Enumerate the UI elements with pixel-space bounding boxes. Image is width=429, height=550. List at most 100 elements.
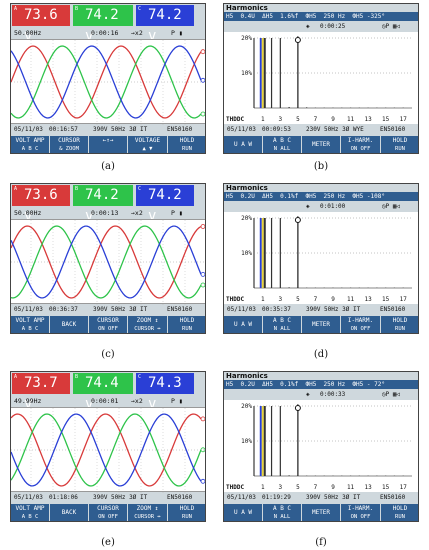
harmonic-bar-order-1 [263, 218, 266, 288]
harmonic-order-label: 7 [314, 116, 318, 123]
phase-c-waveform [11, 45, 202, 119]
hold-run-key[interactable]: HOLD RUN [381, 136, 418, 153]
scope-panel-c: A 73.6 v B 74.2 v C 74.2 v 50.00Hz 0:00:13 … [10, 183, 206, 334]
phase-a-waveform [11, 225, 202, 299]
hold-run-key[interactable]: HOLD RUN [168, 316, 205, 333]
harmonic-bar-order-1 [261, 38, 264, 108]
voltage-key[interactable]: VOLTAGE ▲ ▼ [128, 136, 168, 153]
i-harm-key[interactable]: I-HARM. ON OFF [341, 316, 381, 333]
harmonics-title: Harmonics [226, 4, 268, 12]
cursor-toggle-key[interactable]: CURSOR ON OFF [89, 316, 128, 333]
date-label: 05/11/03 [14, 306, 43, 313]
uaw-key[interactable]: U A W [224, 136, 263, 153]
zoom-label: →x2 [131, 397, 143, 405]
harmonic-order-label: 17 [400, 296, 408, 303]
volt-amp-key[interactable]: VOLT AMP A B C [11, 136, 50, 153]
zoom-cursor-key[interactable]: ZOOM ↕ CURSOR ↔ [128, 316, 168, 333]
harmonic-bar-order-2 [270, 218, 273, 288]
phase-end-marker [200, 49, 205, 55]
phase-end-marker [200, 77, 205, 83]
caption-f: (f) [315, 537, 327, 548]
y-tick-label: 20% [241, 215, 252, 222]
timer-label: 0:01:00 [320, 203, 346, 210]
reading-phase-b: B 74.4 v [73, 373, 133, 412]
harmonic-bar-order-1 [259, 38, 262, 108]
arrows-key[interactable]: ←↑→ [89, 136, 128, 153]
hold-run-key[interactable]: HOLD RUN [168, 136, 205, 153]
hold-run-key[interactable]: HOLD RUN [381, 316, 418, 333]
date-label: 05/11/03 [14, 126, 43, 133]
harmonic-bar-order-6 [306, 107, 308, 108]
meter-key[interactable]: METER [302, 316, 341, 333]
status-flags: ◷P ▦◁ [382, 391, 401, 398]
back-key[interactable]: BACK [50, 316, 89, 333]
volt-amp-key[interactable]: VOLT AMP A B C [11, 316, 50, 333]
harmonic-order-label: 15 [382, 296, 390, 303]
thddc-label: THDDC [226, 116, 244, 123]
thddc-label: THDDC [226, 484, 244, 491]
date-label: 05/11/03 [227, 126, 256, 133]
meter-key[interactable]: METER [302, 504, 341, 521]
harmonic-order-label: 3 [279, 116, 283, 123]
uaw-key[interactable]: U A W [224, 316, 263, 333]
line-spec-label: 390V 50Hz 3Ø IT [306, 494, 361, 501]
harmonic-order-label: 13 [364, 116, 372, 123]
harmonics-panel-f: Harmonics H5 0.2U ΔH5 0.1%f ФH5 250 Hz Ф… [223, 371, 419, 522]
reading-phase-b: B 74.2 v [73, 185, 133, 224]
harmonics-panel-d: Harmonics H5 0.2U ΔH5 0.1%f ФH5 250 Hz Ф… [223, 183, 419, 334]
harmonic-order-label: 15 [382, 116, 390, 123]
time-label: 01:18:06 [49, 494, 78, 501]
volt-amp-key[interactable]: VOLT AMP A B C [11, 504, 50, 521]
i-harm-key[interactable]: I-HARM. ON OFF [341, 136, 381, 153]
phase-b-waveform [11, 413, 202, 487]
hold-run-key[interactable]: HOLD RUN [381, 504, 418, 521]
caption-a: (a) [101, 161, 115, 172]
harmonic-bar-order-2 [270, 38, 273, 108]
standard-label: EN50160 [167, 306, 193, 313]
standard-label: EN50160 [167, 126, 193, 133]
harmonic-order-label: 15 [382, 484, 390, 491]
timer-label: 0:00:16 [91, 29, 119, 37]
frequency-label: 50.00Hz [14, 29, 42, 37]
harmonics-panel-b: Harmonics H5 0.4U ΔH5 1.6%f ФH5 250 Hz Ф… [223, 3, 419, 154]
zoom-cursor-key[interactable]: ZOOM ↕ CURSOR ↔ [128, 504, 168, 521]
phase-c-waveform [11, 413, 202, 487]
phase-end-marker [200, 447, 205, 453]
standard-label: EN50160 [380, 126, 406, 133]
reading-phase-c: C 74.2 v [136, 185, 194, 224]
harmonics-status-bar: H5 0.2U ΔH5 0.1%f ФH5 250 Hz ФH5 -108° [224, 192, 418, 201]
harmonic-bar-order-1 [259, 218, 262, 288]
date-label: 05/11/03 [14, 494, 43, 501]
reading-phase-c: C 74.2 v [136, 5, 194, 44]
standard-label: EN50160 [380, 306, 406, 313]
harmonic-order-label: 11 [347, 484, 355, 491]
hold-run-key[interactable]: HOLD RUN [168, 504, 205, 521]
harmonic-order-label: 17 [400, 484, 408, 491]
harmonic-bar-order-3 [279, 406, 281, 476]
i-harm-key[interactable]: I-HARM. ON OFF [341, 504, 381, 521]
status-flags: ◷P ▦◁ [382, 203, 401, 210]
harmonic-order-label: 13 [364, 296, 372, 303]
harmonic-bar-order-4 [288, 106, 290, 108]
back-key[interactable]: BACK [50, 504, 89, 521]
cursor-toggle-key[interactable]: CURSOR ON OFF [89, 504, 128, 521]
cursor-zoom-key[interactable]: CURSOR & ZOOM [50, 136, 89, 153]
date-label: 05/11/03 [227, 494, 256, 501]
status-flags: P ▮ [171, 209, 183, 217]
timer-label: 0:00:25 [320, 23, 346, 30]
caption-b: (b) [313, 161, 329, 172]
harmonic-bar-order-1 [263, 406, 266, 476]
uaw-key[interactable]: U A W [224, 504, 263, 521]
harmonics-status-bar: H5 0.2U ΔH5 0.1%f ФH5 250 Hz ФH5 - 72° [224, 380, 418, 389]
line-spec-label: 390V 50Hz 3Ø IT [306, 306, 361, 313]
harmonic-bar-order-1 [263, 38, 266, 108]
harmonic-order-label: 1 [261, 484, 265, 491]
harmonic-order-label: 5 [296, 296, 300, 303]
time-label: 00:09:53 [262, 126, 291, 133]
harmonics-title: Harmonics [226, 372, 268, 380]
meter-key[interactable]: METER [302, 136, 341, 153]
caption-e: (e) [101, 537, 115, 548]
